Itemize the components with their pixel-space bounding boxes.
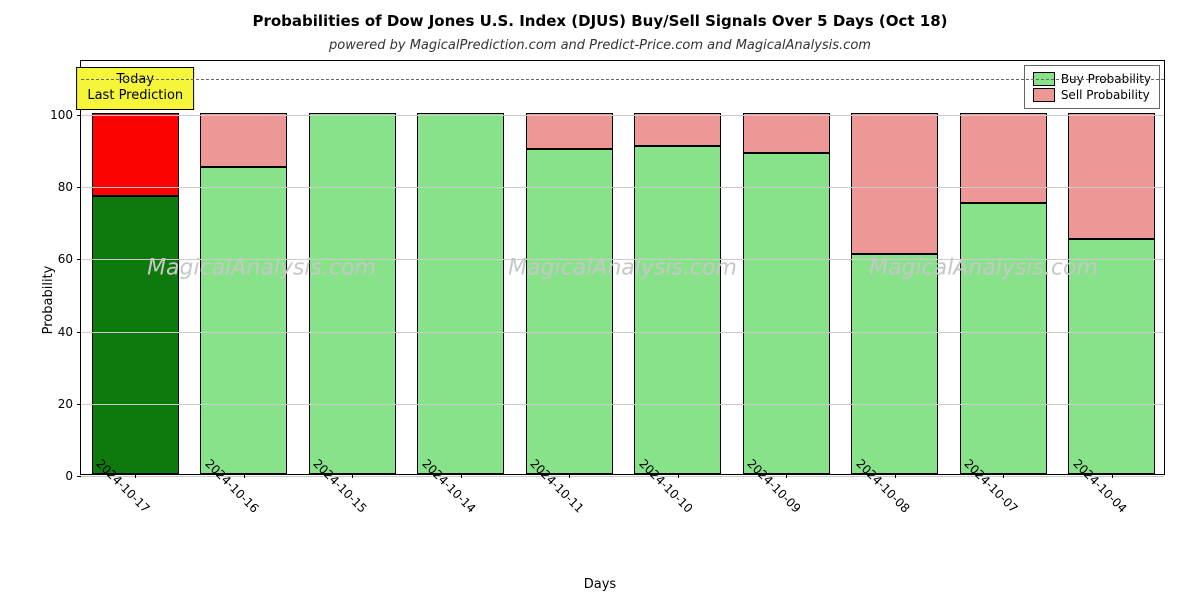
bar-sell [1068,113,1155,239]
bars-layer [81,61,1164,474]
ytick-label: 40 [58,325,81,339]
gridline [81,404,1164,405]
ytick-label: 80 [58,180,81,194]
chart-subtitle: powered by MagicalPrediction.com and Pre… [0,38,1200,53]
ytick-label: 0 [65,469,81,483]
gridline [81,187,1164,188]
bar-sell [92,113,179,196]
bar-buy [743,153,830,474]
bar-slot [309,59,396,474]
bar-slot [526,59,613,474]
bar-sell [743,113,830,153]
bar-buy [634,146,721,474]
ytick-label: 20 [58,397,81,411]
bar-slot [743,59,830,474]
chart-title: Probabilities of Dow Jones U.S. Index (D… [0,12,1200,30]
bar-slot [417,59,504,474]
bar-buy [200,167,287,474]
bar-slot [1068,59,1155,474]
gridline [81,115,1164,116]
bar-sell [634,113,721,145]
ytick-label: 60 [58,252,81,266]
bar-slot [200,59,287,474]
ytick-label: 100 [50,108,81,122]
bar-buy [417,113,504,474]
bar-sell [200,113,287,167]
y-axis-label: Probability [41,266,56,335]
bar-buy [851,254,938,474]
chart-container: Probabilities of Dow Jones U.S. Index (D… [0,0,1200,600]
bar-slot [960,59,1047,474]
bar-buy [1068,239,1155,474]
bar-slot [634,59,721,474]
bar-slot [851,59,938,474]
bar-sell [526,113,613,149]
bar-buy [309,113,396,474]
dashed-reference-line [81,79,1164,80]
gridline [81,259,1164,260]
bar-buy [92,196,179,474]
bar-buy [960,203,1047,474]
bar-buy [526,149,613,474]
bar-slot [92,59,179,474]
bar-sell [960,113,1047,203]
bar-sell [851,113,938,254]
x-axis-label: Days [0,577,1200,592]
plot-area: Today Last Prediction Buy ProbabilitySel… [80,60,1165,475]
gridline [81,332,1164,333]
